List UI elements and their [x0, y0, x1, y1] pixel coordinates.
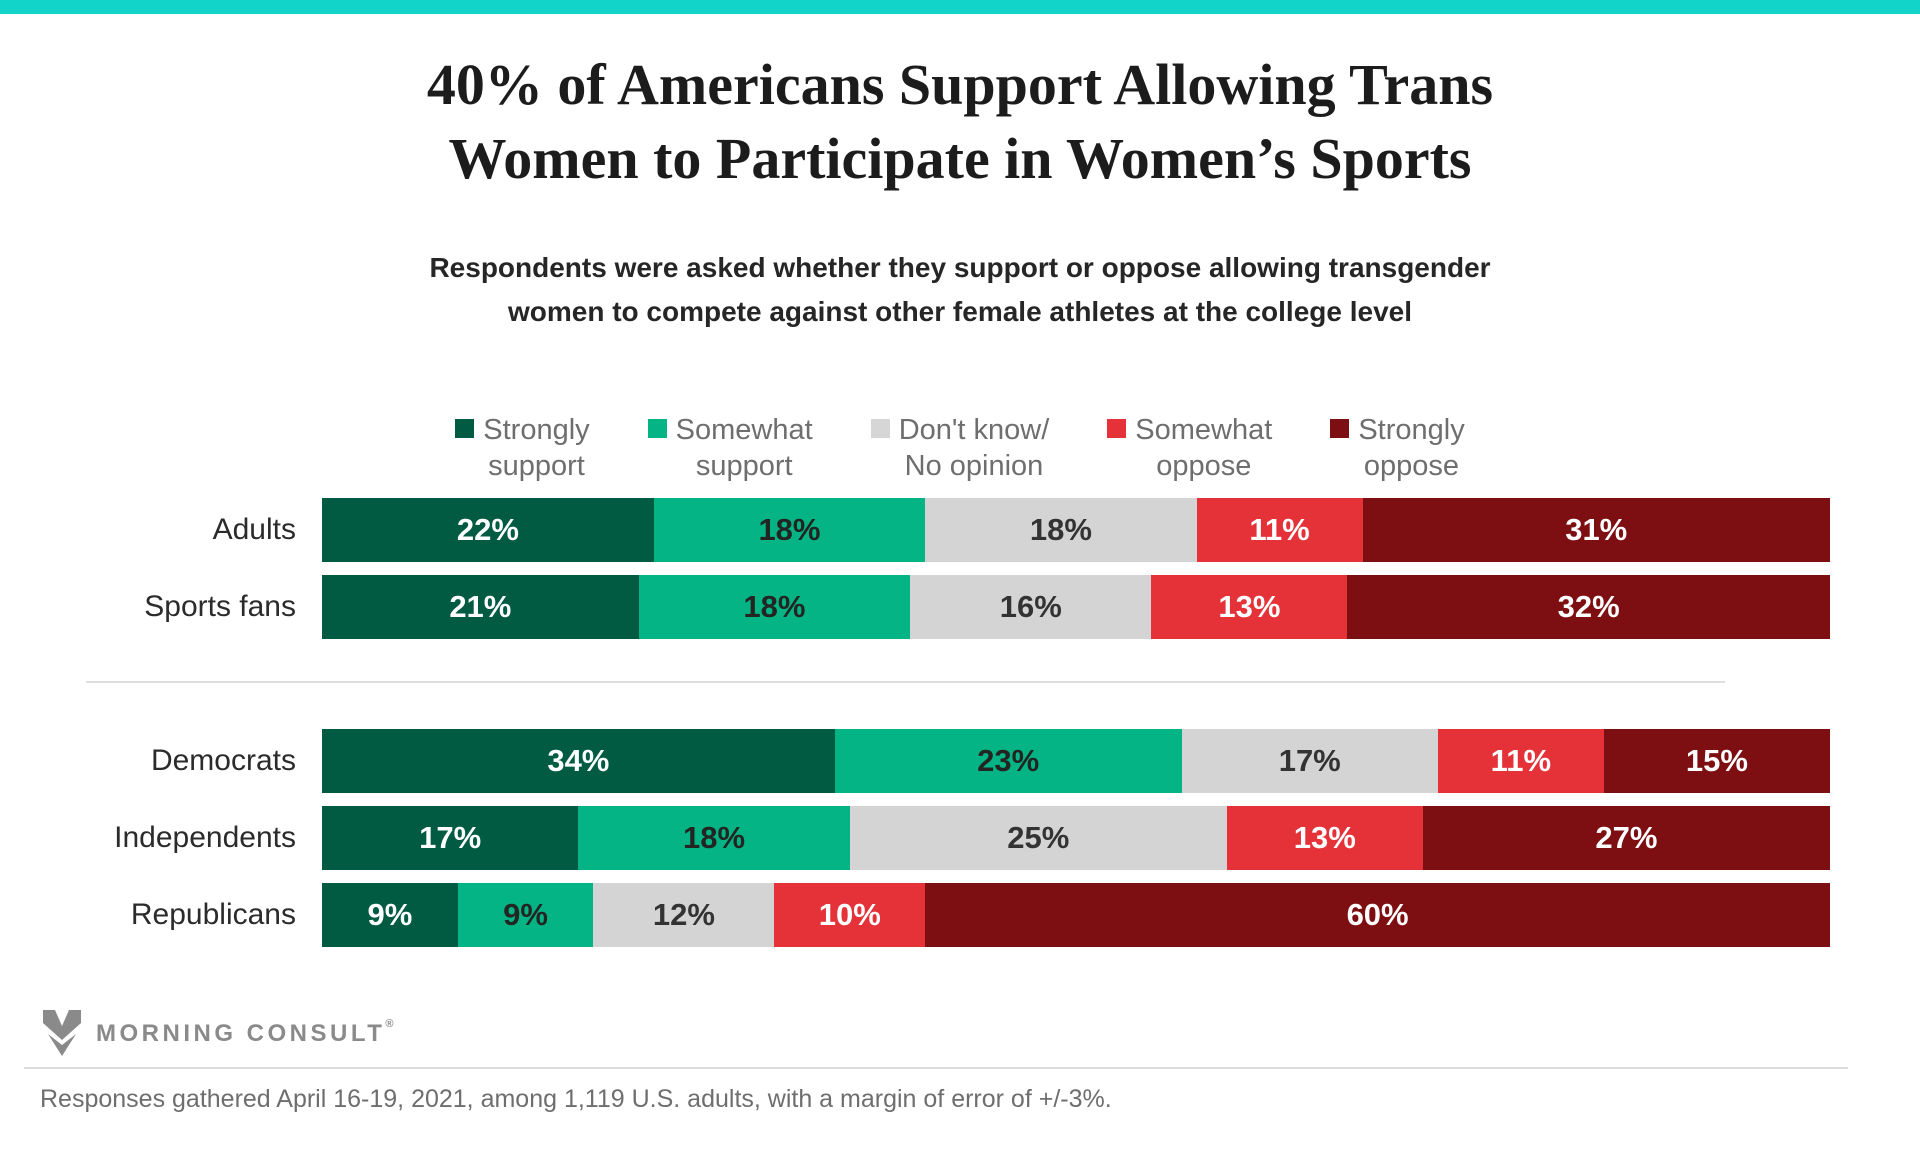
bar-segment: 25%	[849, 806, 1227, 870]
bar-stack: 17% 18% 25% 13% 27%	[322, 806, 1830, 870]
row-label: Sports fans	[144, 590, 296, 623]
logo-text: MORNING CONSULT	[96, 1020, 386, 1047]
morning-consult-wordmark: MORNING CONSULT®	[96, 1018, 393, 1048]
bar-segment: 12%	[593, 883, 775, 947]
row-label: Adults	[212, 513, 296, 546]
bar-stack: 22% 18% 18% 11% 31%	[322, 498, 1830, 562]
bar-row-sports-fans: Sports fans 21% 18% 16% 13% 32%	[26, 575, 1830, 639]
bar-segment: 13%	[1226, 806, 1423, 870]
bar-segment: 15%	[1603, 729, 1830, 793]
legend-swatch-icon	[1107, 419, 1127, 438]
bar-segment: 11%	[1437, 729, 1604, 793]
bar-segment: 10%	[774, 883, 926, 947]
legend-swatch-icon	[870, 419, 890, 438]
bar-segment: 17%	[322, 806, 579, 870]
bar-segment: 34%	[322, 729, 835, 793]
legend-item: Don't know/ No opinion	[870, 412, 1050, 484]
brand-accent-bar	[0, 0, 1920, 14]
chart-subtitle: Respondents were asked whether they supp…	[0, 246, 1920, 334]
morning-consult-logo: MORNING CONSULT®	[42, 1010, 1920, 1056]
bar-segment: 18%	[578, 806, 850, 870]
legend-swatch-icon	[1330, 419, 1350, 438]
legend-label: Somewhat support	[675, 414, 813, 482]
bar-segment: 23%	[834, 729, 1182, 793]
stacked-bar-chart: Adults 22% 18% 18% 11% 31% Sports fans 21% 18% 16…	[0, 498, 1920, 947]
legend-item: Strongly support	[455, 412, 590, 484]
bar-segment: 11%	[1196, 498, 1363, 562]
bar-row-independents: Independents 17% 18% 25% 13% 27%	[26, 806, 1830, 870]
group-divider	[86, 681, 1725, 683]
legend-swatch-icon	[455, 419, 475, 438]
bar-segment: 16%	[910, 575, 1152, 639]
legend-swatch-icon	[647, 419, 667, 438]
bar-group-2: Democrats 34% 23% 17% 11% 15% Independents 17% 1…	[26, 729, 1830, 947]
bar-segment: 22%	[322, 498, 654, 562]
bar-segment: 32%	[1347, 575, 1830, 639]
legend-label: Somewhat oppose	[1135, 414, 1273, 482]
source-note: Responses gathered April 16-19, 2021, am…	[40, 1085, 1112, 1113]
row-label: Democrats	[150, 744, 296, 777]
row-label: Republicans	[130, 898, 296, 931]
bar-segment: 9%	[457, 883, 594, 947]
page-title: 40% of Americans Support Allowing Trans …	[0, 48, 1920, 196]
morning-consult-m-icon	[43, 1010, 81, 1056]
bar-segment: 27%	[1422, 806, 1830, 870]
bar-segment: 31%	[1362, 498, 1830, 562]
page-title-line2: Women to Participate in Women’s Sports	[448, 126, 1472, 191]
legend-label: Don't know/ No opinion	[898, 414, 1050, 482]
chart-subtitle-line2: women to compete against other female at…	[507, 296, 1413, 327]
bar-segment: 17%	[1181, 729, 1438, 793]
bar-segment: 18%	[638, 575, 911, 639]
legend-item: Somewhat oppose	[1107, 412, 1272, 484]
registered-mark: ®	[385, 1018, 394, 1030]
legend: Strongly support Somewhat support Don't kn…	[0, 412, 1920, 484]
chart-subtitle-line1: Respondents were asked whether they supp…	[429, 252, 1491, 283]
bar-segment: 60%	[925, 883, 1830, 947]
bar-segment: 13%	[1151, 575, 1348, 639]
bar-stack: 21% 18% 16% 13% 32%	[322, 575, 1830, 639]
bar-stack: 34% 23% 17% 11% 15%	[322, 729, 1830, 793]
bar-group-1: Adults 22% 18% 18% 11% 31% Sports fans 21% 18% 16…	[26, 498, 1830, 639]
footer-divider	[24, 1067, 1848, 1069]
bar-row-democrats: Democrats 34% 23% 17% 11% 15%	[26, 729, 1830, 793]
page-title-line1: 40% of Americans Support Allowing Trans	[426, 52, 1494, 117]
bar-stack: 9% 9% 12% 10% 60%	[322, 883, 1830, 947]
bar-segment: 21%	[322, 575, 639, 639]
bar-segment: 18%	[925, 498, 1197, 562]
legend-label: Strongly support	[483, 414, 590, 482]
bar-row-republicans: Republicans 9% 9% 12% 10% 60%	[26, 883, 1830, 947]
bar-segment: 9%	[322, 883, 458, 947]
bar-row-adults: Adults 22% 18% 18% 11% 31%	[26, 498, 1830, 562]
row-label: Independents	[114, 821, 296, 854]
legend-item: Strongly oppose	[1330, 412, 1465, 484]
legend-item: Somewhat support	[647, 412, 813, 484]
bar-segment: 18%	[653, 498, 926, 562]
legend-label: Strongly oppose	[1358, 414, 1465, 482]
